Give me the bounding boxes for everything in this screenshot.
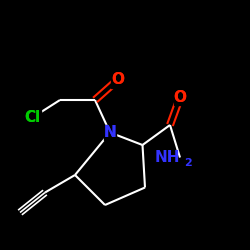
Bar	[24, 110, 41, 125]
Text: O: O	[174, 90, 186, 105]
Text: N: N	[104, 125, 117, 140]
Text: N: N	[104, 125, 117, 140]
Text: NH: NH	[154, 150, 180, 165]
Text: Cl: Cl	[24, 110, 40, 125]
Bar	[104, 125, 116, 140]
Bar	[174, 90, 186, 105]
Bar	[111, 72, 124, 88]
Text: Cl: Cl	[24, 110, 40, 125]
Text: 2: 2	[184, 158, 192, 168]
Text: O: O	[111, 72, 124, 88]
Text: O: O	[111, 72, 124, 88]
Text: O: O	[174, 90, 186, 105]
